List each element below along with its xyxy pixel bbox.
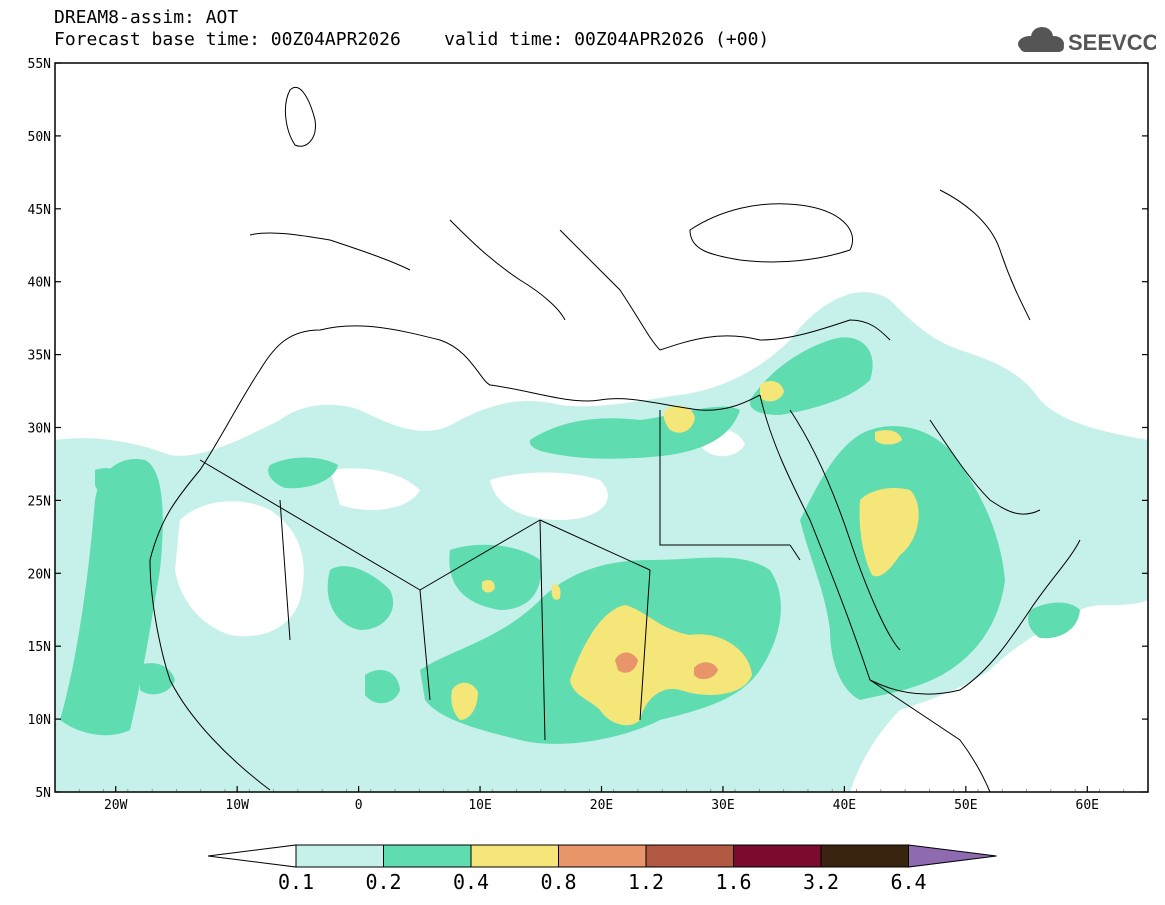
lat-tick-label: 20N (28, 567, 51, 582)
colorbar-swatch (820, 844, 909, 868)
coastlines (149, 87, 1081, 792)
lat-tick-label: 15N (28, 640, 51, 655)
lon-tick-label: 30E (711, 798, 734, 813)
lon-tick-label: 10E (468, 798, 491, 813)
lat-tick-label: 40N (28, 276, 51, 291)
lon-tick-label: 60E (1076, 798, 1099, 813)
colorbar-arrow-left (207, 844, 297, 868)
colorbar-swatch (733, 844, 822, 868)
colorbar-arrow-right (908, 844, 997, 868)
colorbar-label: 0.1 (278, 870, 314, 894)
lon-tick-label: 50E (954, 798, 977, 813)
lat-tick-label: 30N (28, 422, 51, 437)
forecast-time-label: Forecast base time: 00Z04APR2026 valid t… (54, 29, 770, 50)
colorbar-label: 0.8 (540, 870, 576, 894)
map-title: DREAM8-assim: AOT (54, 7, 239, 28)
lat-tick-label: 55N (28, 57, 51, 72)
seevccc-logo: SEEVCCC (1018, 27, 1156, 55)
colorbar-label: 3.2 (803, 870, 839, 894)
lat-tick-label: 50N (28, 130, 51, 145)
aot-layer-yellow (451, 380, 919, 726)
lon-tick-label: 20W (104, 798, 128, 813)
cloud-icon (1018, 27, 1064, 52)
logo-text: SEEVCCC (1068, 30, 1156, 55)
lat-tick-label: 10N (28, 713, 51, 728)
lon-tick-label: 20E (590, 798, 613, 813)
lon-tick-label: 40E (833, 798, 856, 813)
colorbar: 0.1 0.2 0.4 0.8 1.2 1.6 3.2 6.4 (207, 844, 997, 894)
lon-tick-label: 10W (225, 798, 249, 813)
colorbar-swatch (295, 844, 384, 868)
lon-tick-label: 0 (355, 798, 363, 813)
colorbar-swatch (383, 844, 472, 868)
colorbar-label: 0.2 (365, 870, 401, 894)
lat-tick-label: 5N (35, 786, 51, 801)
colorbar-label: 1.6 (715, 870, 751, 894)
aot-clear-areas (175, 428, 745, 637)
colorbar-label: 0.4 (453, 870, 489, 894)
lat-tick-label: 45N (28, 203, 51, 218)
colorbar-swatch (470, 844, 559, 868)
lat-tick-label: 35N (28, 349, 51, 364)
colorbar-label: 1.2 (628, 870, 664, 894)
colorbar-label: 6.4 (890, 870, 926, 894)
aot-layer-orange (615, 652, 718, 680)
colorbar-swatch (645, 844, 734, 868)
lat-tick-label: 25N (28, 494, 51, 509)
latitude-axis: 55N 50N 45N 40N 35N 30N 25N 20N 15N 10N 5N (28, 57, 1148, 801)
longitude-axis: 20W 10W 0 10E 20E 30E 40E 50E 60E (104, 786, 1099, 813)
colorbar-swatch (558, 844, 647, 868)
